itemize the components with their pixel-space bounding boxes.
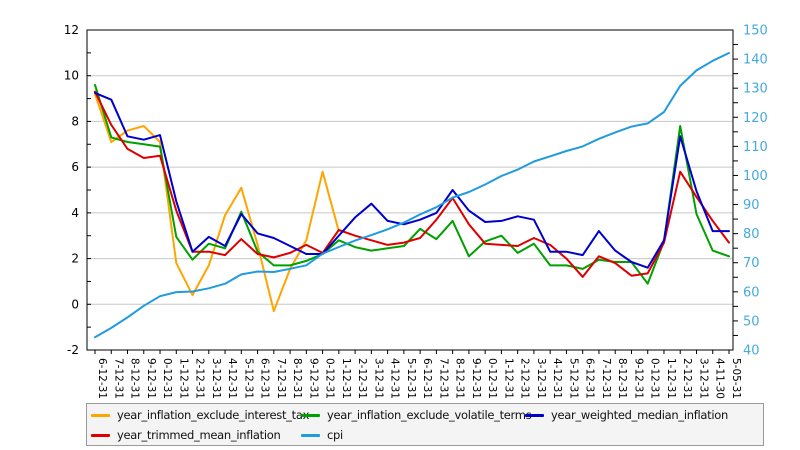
y-left-tick-label: 0: [71, 297, 79, 311]
x-tick-label: 0-12-31: [649, 358, 661, 399]
y-axis-left: -2 0 2 4 6 8 10 12: [64, 23, 91, 357]
legend-line-sample-icon: [301, 414, 320, 417]
legend-line-sample-icon: [301, 434, 320, 437]
x-tick-label: 7-12-31: [600, 358, 612, 399]
x-tick-label: 1-12-31: [177, 358, 189, 399]
x-tick-label: 4-11-30: [714, 358, 726, 399]
x-axis: 6-12-31 7-12-31 8-12-31 9-12-31 0-12-31 1-12-…: [94, 350, 742, 399]
x-tick-label: 3-12-31: [697, 358, 709, 399]
x-tick-label: 3-12-31: [535, 358, 547, 399]
legend-line-sample-icon: [91, 414, 110, 417]
legend: year_inflation_exclude_interest_tax year_…: [86, 403, 764, 446]
x-tick-label: 1-12-31: [502, 358, 514, 399]
x-tick-label: 1-12-31: [340, 358, 352, 399]
y-right-tick-label: 100: [743, 169, 768, 184]
x-tick-label: 7-12-31: [112, 358, 124, 399]
y-left-tick-label: -2: [67, 343, 79, 357]
y-left-tick-label: 8: [71, 114, 79, 128]
legend-label: year_inflation_exclude_volatile_terms: [327, 408, 532, 422]
x-tick-label: 2-12-31: [356, 358, 368, 399]
x-tick-label: 2-12-31: [519, 358, 531, 399]
plot-frame: [86, 29, 734, 351]
legend-label: cpi: [327, 428, 343, 442]
y-right-tick-label: 60: [743, 285, 760, 300]
y-right-tick-label: 40: [743, 344, 760, 359]
x-tick-label: 5-12-31: [405, 358, 417, 399]
gridlines: [87, 75, 733, 305]
y-right-tick-label: 120: [743, 111, 768, 126]
x-tick-label: 8-12-31: [129, 358, 141, 399]
y-right-tick-label: 50: [743, 314, 760, 329]
series-line-year_trimmed_mean_inflation: [94, 90, 730, 278]
x-tick-label: 5-12-31: [242, 358, 254, 399]
series-line-year_weighted_median_inflation: [94, 91, 730, 269]
x-tick-label: 2-12-31: [194, 358, 206, 399]
x-tick-label: 7-12-31: [437, 358, 449, 399]
x-tick-label: 5-12-31: [567, 358, 579, 399]
series-line-year_inflation_exclude_interest_tax: [94, 93, 340, 313]
y-left-tick-label: 12: [64, 23, 79, 37]
legend-line-sample-icon: [525, 414, 544, 417]
x-tick-label: 2-12-31: [681, 358, 693, 399]
x-tick-label: 9-12-31: [470, 358, 482, 399]
y-right-tick-label: 150: [743, 24, 768, 39]
y-right-tick-label: 130: [743, 82, 768, 97]
legend-line-sample-icon: [91, 434, 110, 437]
legend-label: year_weighted_median_inflation: [551, 408, 728, 422]
x-tick-label: 0-12-31: [324, 358, 336, 399]
x-tick-label: 1-12-31: [665, 358, 677, 399]
y-right-tick-label: 70: [743, 256, 760, 271]
x-tick-label: 8-12-31: [454, 358, 466, 399]
y-left-tick-label: 10: [64, 69, 79, 83]
x-tick-label: 0-12-31: [161, 358, 173, 399]
x-tick-label: 9-12-31: [145, 358, 157, 399]
y-axis-right: 40 50 60 70 80 90 100 110 120 130 140 150: [733, 24, 768, 359]
y-right-tick-label: 90: [743, 198, 760, 213]
series-line-cpi: [94, 52, 730, 339]
x-tick-label: 9-12-31: [307, 358, 319, 399]
y-right-tick-label: 80: [743, 227, 760, 242]
y-right-tick-label: 110: [743, 140, 768, 155]
y-left-tick-label: 2: [71, 252, 79, 266]
x-tick-label: 7-12-31: [275, 358, 287, 399]
x-tick-label: 6-12-31: [584, 358, 596, 399]
y-right-tick-label: 140: [743, 53, 768, 68]
x-tick-label: 8-12-31: [616, 358, 628, 399]
y-left-tick-label: 6: [71, 160, 79, 174]
x-tick-label: 4-12-31: [389, 358, 401, 399]
legend-label: year_inflation_exclude_interest_tax: [117, 408, 310, 422]
y-left-tick-label: 4: [71, 206, 79, 220]
x-tick-label: 6-12-31: [421, 358, 433, 399]
x-tick-label: 3-12-31: [372, 358, 384, 399]
legend-label: year_trimmed_mean_inflation: [117, 428, 281, 442]
x-tick-label: 4-12-31: [226, 358, 238, 399]
x-tick-label: 5-05-31: [730, 358, 742, 399]
x-tick-label: 9-12-31: [632, 358, 644, 399]
x-tick-label: 6-12-31: [96, 358, 108, 399]
series-line-year_inflation_exclude_volatile_terms: [94, 83, 730, 285]
x-tick-label: 8-12-31: [291, 358, 303, 399]
x-tick-label: 6-12-31: [259, 358, 271, 399]
x-tick-label: 3-12-31: [210, 358, 222, 399]
x-tick-label: 0-12-31: [486, 358, 498, 399]
x-tick-label: 4-12-31: [551, 358, 563, 399]
